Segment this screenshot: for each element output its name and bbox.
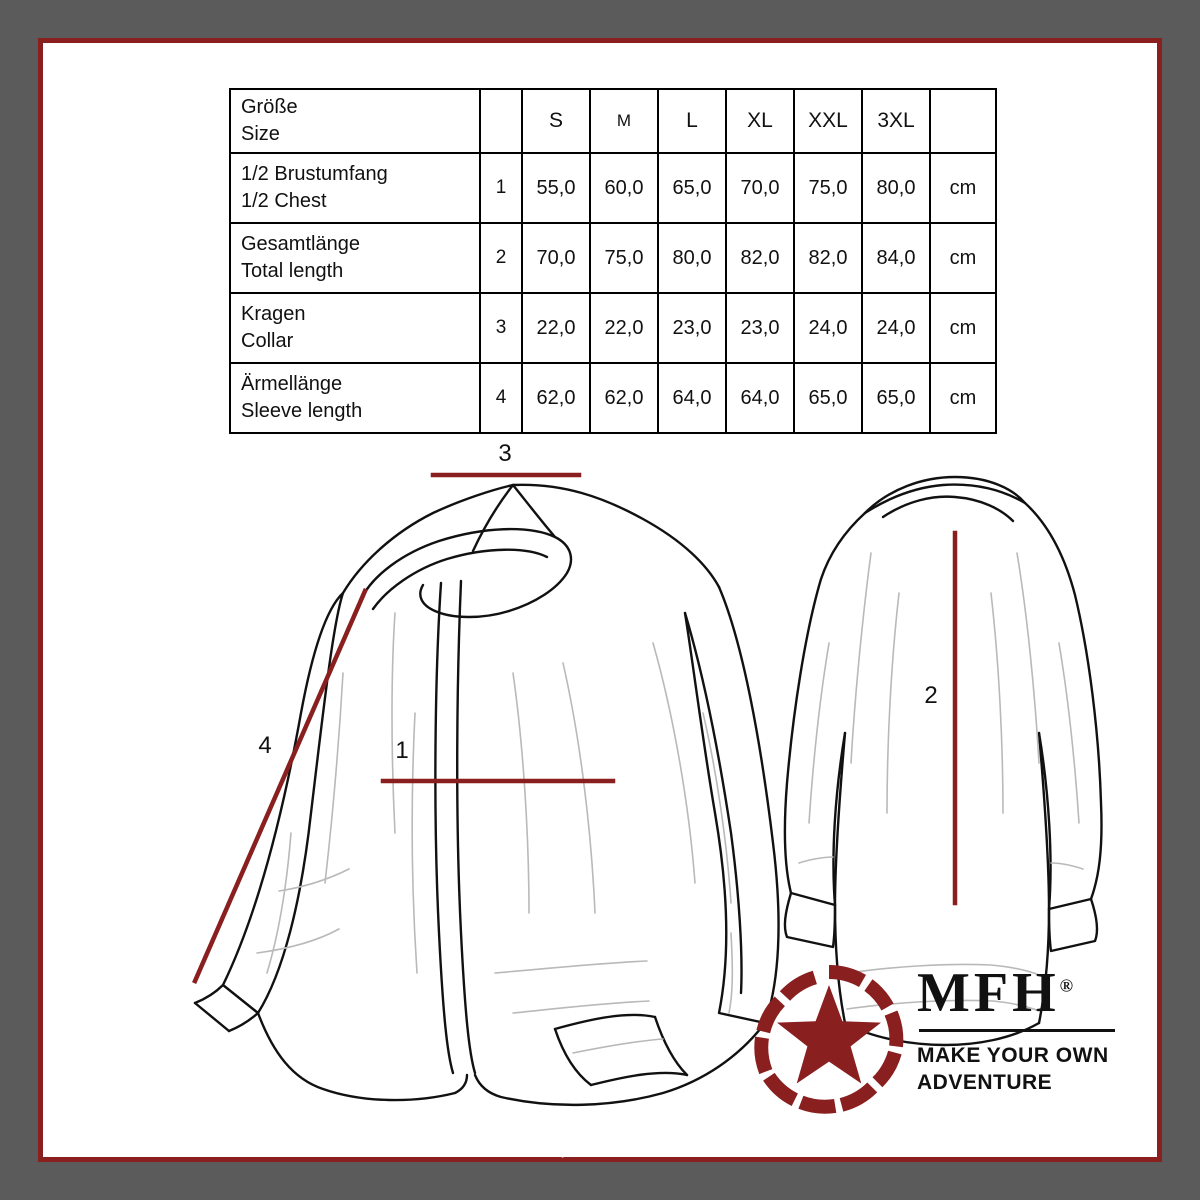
measurement-labels: 3 1 4 2 <box>258 440 937 764</box>
back-jacket-detail-lines <box>798 552 1084 1012</box>
row-sleeve-l: 64,0 <box>657 362 727 434</box>
row-collar-3xl: 24,0 <box>861 292 931 364</box>
table-row: Gesamtlänge Total length 2 70,0 75,0 80,… <box>229 222 997 294</box>
row-label-cell-length: Gesamtlänge Total length <box>229 222 481 294</box>
logo-tagline-line1: MAKE YOUR OWN <box>917 1044 1109 1067</box>
row-chest-s: 55,0 <box>521 152 591 224</box>
header-size-s: S <box>521 88 591 154</box>
header-num-cell <box>479 88 523 154</box>
row-sleeve-m: 62,0 <box>589 362 659 434</box>
row-label-en-length: Total length <box>241 260 344 282</box>
header-size-xl: XL <box>725 88 795 154</box>
row-label-cell-sleeve: Ärmellänge Sleeve length <box>229 362 481 434</box>
header-label-en: Size <box>241 123 280 145</box>
row-length-m: 75,0 <box>589 222 659 294</box>
jacket-diagram: 3 1 4 2 <box>43 413 1157 1113</box>
header-label-de: Größe <box>241 96 298 118</box>
row-label-en-chest: 1/2 Chest <box>241 190 327 212</box>
row-chest-xl: 70,0 <box>725 152 795 224</box>
header-size-l: L <box>657 88 727 154</box>
table-row: 1/2 Brustumfang 1/2 Chest 1 55,0 60,0 65… <box>229 152 997 224</box>
row-length-xxl: 82,0 <box>793 222 863 294</box>
row-label-cell-chest: 1/2 Brustumfang 1/2 Chest <box>229 152 481 224</box>
callout-total-length: 2 <box>924 682 937 709</box>
row-sleeve-xxl: 65,0 <box>793 362 863 434</box>
header-size-m: M <box>589 88 659 154</box>
row-collar-l: 23,0 <box>657 292 727 364</box>
back-jacket-icon <box>783 475 1103 1047</box>
row-label-de-sleeve: Ärmellänge <box>241 373 343 395</box>
logo-brand: MFH® <box>917 965 1117 1021</box>
row-num-chest: 1 <box>479 152 523 224</box>
logo-tagline-line2: ADVENTURE <box>917 1071 1053 1095</box>
row-length-s: 70,0 <box>521 222 591 294</box>
row-label-de-collar: Kragen <box>241 303 306 325</box>
row-label-de-chest: 1/2 Brustumfang <box>241 163 388 185</box>
row-collar-m: 22,0 <box>589 292 659 364</box>
row-chest-m: 60,0 <box>589 152 659 224</box>
callout-collar: 3 <box>498 440 511 467</box>
footer-text: Produktionsbedingte Abweichungen möglich… <box>72 1117 1128 1158</box>
logo-text-block: MFH® MAKE YOUR OWN ADVENTURE <box>917 965 1117 1097</box>
header-unit-cell <box>929 88 997 154</box>
table-row: Kragen Collar 3 22,0 22,0 23,0 23,0 24,0… <box>229 292 997 364</box>
row-collar-s: 22,0 <box>521 292 591 364</box>
measurement-lines <box>192 472 958 984</box>
callout-sleeve: 4 <box>258 732 271 759</box>
row-chest-l: 65,0 <box>657 152 727 224</box>
row-label-de-length: Gesamtlänge <box>241 233 360 255</box>
registered-icon: ® <box>1059 975 1074 996</box>
row-unit-chest: cm <box>929 152 997 224</box>
row-length-l: 80,0 <box>657 222 727 294</box>
table-header-row: Größe Size S M L XL XXL 3XL <box>229 88 997 154</box>
row-num-collar: 3 <box>479 292 523 364</box>
row-length-xl: 82,0 <box>725 222 795 294</box>
mfh-logo: MFH® MAKE YOUR OWN ADVENTURE <box>749 959 1115 1119</box>
row-chest-3xl: 80,0 <box>861 152 931 224</box>
callout-chest: 1 <box>395 737 408 764</box>
row-unit-length: cm <box>929 222 997 294</box>
row-collar-xl: 23,0 <box>725 292 795 364</box>
row-sleeve-s: 62,0 <box>521 362 591 434</box>
size-table: Größe Size S M L XL XXL 3XL <box>229 88 997 434</box>
row-num-sleeve: 4 <box>479 362 523 434</box>
measure-line-sleeve <box>192 588 368 984</box>
logo-divider <box>919 1029 1115 1032</box>
table-row: Ärmellänge Sleeve length 4 62,0 62,0 64,… <box>229 362 997 434</box>
row-label-cell-collar: Kragen Collar <box>229 292 481 364</box>
row-unit-sleeve: cm <box>929 362 997 434</box>
row-unit-collar: cm <box>929 292 997 364</box>
row-length-3xl: 84,0 <box>861 222 931 294</box>
logo-brand-text: MFH <box>917 962 1060 1024</box>
front-jacket-detail-lines <box>256 612 734 1054</box>
row-label-en-collar: Collar <box>241 330 294 352</box>
front-jacket-icon <box>193 483 780 1107</box>
row-num-length: 2 <box>479 222 523 294</box>
logo-tagline: MAKE YOUR OWN ADVENTURE <box>917 1042 1117 1097</box>
row-sleeve-xl: 64,0 <box>725 362 795 434</box>
row-sleeve-3xl: 65,0 <box>861 362 931 434</box>
row-chest-xxl: 75,0 <box>793 152 863 224</box>
footer-disclaimer: Produktionsbedingte Abweichungen möglich… <box>38 1114 1162 1162</box>
size-chart-card: Größe Size S M L XL XXL 3XL <box>38 38 1162 1162</box>
star-icon <box>749 959 909 1119</box>
card-inner: Größe Size S M L XL XXL 3XL <box>43 43 1157 1157</box>
header-label-cell: Größe Size <box>229 88 481 154</box>
row-label-en-sleeve: Sleeve length <box>241 400 363 422</box>
row-collar-xxl: 24,0 <box>793 292 863 364</box>
header-size-xxl: XXL <box>793 88 863 154</box>
header-size-3xl: 3XL <box>861 88 931 154</box>
